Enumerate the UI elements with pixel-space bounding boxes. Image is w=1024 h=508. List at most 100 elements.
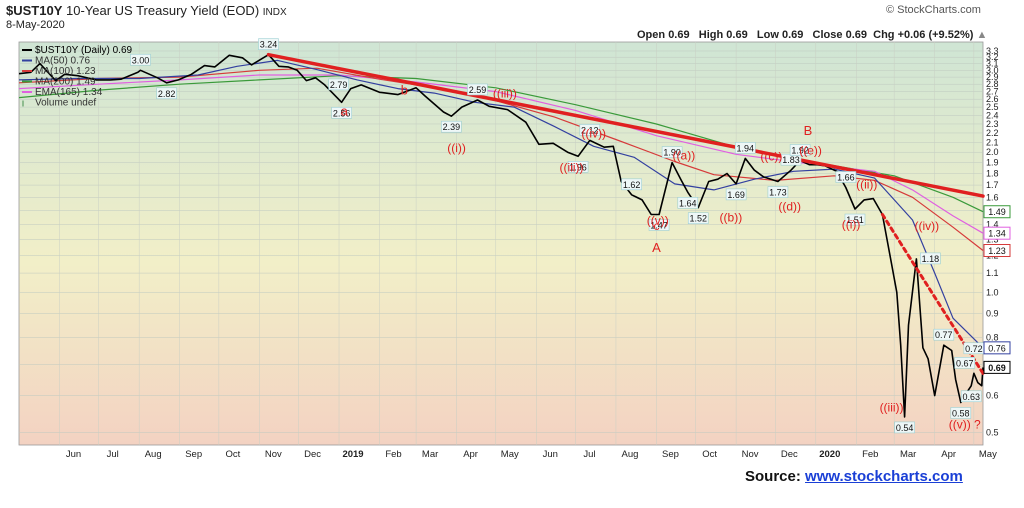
wave-label: c xyxy=(653,219,659,233)
value-label-box xyxy=(844,213,866,226)
x-tick-label: Dec xyxy=(781,449,798,460)
axis-value-badge-label: 1.49 xyxy=(988,207,1006,217)
x-tick-label: May xyxy=(501,449,519,460)
x-tick-label: 2020 xyxy=(819,449,840,460)
value-label: 1.62 xyxy=(623,180,641,190)
source-link[interactable]: www.stockcharts.com xyxy=(805,468,963,485)
value-label-box xyxy=(331,107,352,119)
wave-label: ((iii)) xyxy=(880,400,904,414)
wave-label: ((v)) ? xyxy=(949,417,981,431)
y-tick-label: 1.4 xyxy=(986,219,999,229)
value-label-box xyxy=(920,252,941,265)
chart-title: $UST10Y 10-Year US Treasury Yield (EOD) … xyxy=(6,3,287,18)
value-label: 1.52 xyxy=(689,214,707,224)
y-tick-label: 3.0 xyxy=(986,65,999,75)
y-tick-label: 2.5 xyxy=(986,102,999,112)
value-label: 0.63 xyxy=(962,392,980,402)
wave-label: ((iv)) xyxy=(915,219,940,233)
series-line-ma200 xyxy=(18,75,984,213)
series-line-price xyxy=(18,53,984,418)
series-line-ema165 xyxy=(18,74,984,234)
x-tick-label: Nov xyxy=(742,449,759,460)
x-tick-label: Oct xyxy=(225,449,240,460)
value-label-box xyxy=(677,197,699,209)
y-tick-label: 2.2 xyxy=(986,128,999,138)
credit-label: © StockCharts.com xyxy=(886,4,981,16)
value-label-box xyxy=(567,161,589,173)
value-label-box xyxy=(954,357,976,369)
value-label-box xyxy=(933,328,955,341)
x-tick-label: Jul xyxy=(583,449,595,460)
wave-label: A xyxy=(652,240,661,255)
y-tick-label: 2.8 xyxy=(986,79,999,89)
source-caption: Source: www.stockcharts.com xyxy=(745,468,963,485)
y-tick-label: 0.5 xyxy=(986,427,999,437)
value-label: 2.79 xyxy=(330,80,348,90)
value-label: 1.83 xyxy=(782,155,800,165)
value-label: 1.73 xyxy=(769,188,787,198)
value-label: 0.72 xyxy=(965,344,983,354)
x-tick-label: Jun xyxy=(66,449,81,460)
x-tick-label: Aug xyxy=(621,449,638,460)
legend-entry-ema165: EMA(165) 1.34 xyxy=(35,87,103,98)
y-tick-label: 3.1 xyxy=(986,59,999,69)
value-label: 2.12 xyxy=(581,125,599,135)
value-label-box xyxy=(950,407,972,419)
value-label: 1.90 xyxy=(663,148,681,158)
wave-label: ((a)) xyxy=(673,148,696,162)
wave-label: ((iv)) xyxy=(581,127,606,141)
value-label-box xyxy=(789,144,811,156)
y-tick-label: 3.3 xyxy=(986,46,999,56)
y-tick-label: 2.9 xyxy=(986,72,999,82)
ticker-symbol: $UST10Y xyxy=(6,3,63,18)
wave-label: ((ii)) xyxy=(856,178,877,192)
y-tick-label: 2.7 xyxy=(986,87,999,97)
wave-label: ((iii)) xyxy=(560,160,584,174)
value-label-box xyxy=(130,53,151,66)
value-label: 2.82 xyxy=(158,89,176,99)
wave-label: ((c)) xyxy=(760,149,782,163)
y-tick-label: 1.1 xyxy=(986,268,999,278)
value-label: 1.69 xyxy=(727,190,745,200)
scroll-up-icon[interactable]: ▲ xyxy=(976,29,988,41)
y-tick-label: 3.2 xyxy=(986,52,999,62)
x-tick-label: Mar xyxy=(422,449,438,460)
value-label-box xyxy=(579,124,601,136)
ohlc-readout: Open 0.69 High 0.69 Low 0.69 Close 0.69 … xyxy=(637,29,988,41)
axis-value-badge xyxy=(983,360,1011,374)
value-label: 2.59 xyxy=(469,85,487,95)
value-label-box xyxy=(734,142,756,154)
x-tick-label: Jul xyxy=(107,449,119,460)
y-tick-label: 1.8 xyxy=(986,169,999,179)
value-label-box xyxy=(441,120,462,133)
x-tick-label: Feb xyxy=(862,449,878,460)
value-label-box xyxy=(156,87,177,100)
value-label-box xyxy=(258,38,279,50)
wave-label: b xyxy=(401,83,408,98)
low-value: 0.69 xyxy=(781,29,804,41)
legend-entry-ma50: MA(50) 0.76 xyxy=(35,56,90,67)
chart-name: 10-Year US Treasury Yield (EOD) xyxy=(66,3,260,18)
y-tick-label: 2.0 xyxy=(986,147,999,157)
value-label: 1.51 xyxy=(846,215,864,225)
x-tick-label: 2019 xyxy=(342,449,363,460)
value-label-box xyxy=(960,390,982,403)
legend-entry-price: $UST10Y (Daily) 0.69 xyxy=(35,45,133,56)
value-label: 3.00 xyxy=(132,55,150,65)
y-tick-label: 0.8 xyxy=(986,332,999,342)
x-tick-label: Oct xyxy=(702,449,717,460)
value-label: 0.77 xyxy=(935,330,953,340)
axis-value-badge-label: 1.23 xyxy=(988,246,1006,256)
y-tick-label: 1.6 xyxy=(986,192,999,202)
legend-swatch-volume xyxy=(22,100,24,107)
value-label: 1.18 xyxy=(922,254,940,264)
legend-entry-ma100: MA(100) 1.23 xyxy=(35,66,96,77)
x-tick-label: Apr xyxy=(941,449,956,460)
wave-label: B xyxy=(804,123,813,138)
axis-value-badge xyxy=(983,244,1011,258)
wave-label: ((d)) xyxy=(778,199,801,213)
value-label: 0.58 xyxy=(952,408,970,418)
chart-date: 8-May-2020 xyxy=(6,19,65,31)
value-label: 1.92 xyxy=(791,145,809,155)
x-tick-label: Sep xyxy=(662,449,679,460)
